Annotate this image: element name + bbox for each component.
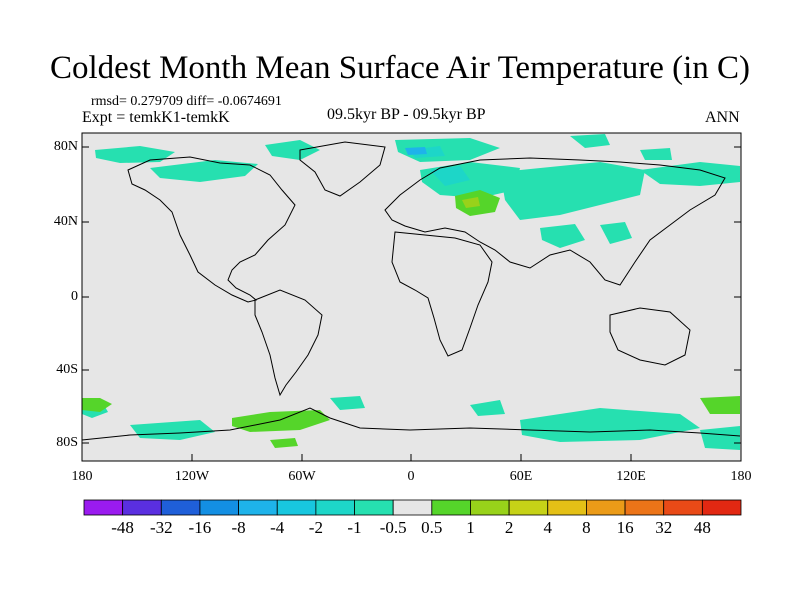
- colorbar-swatch: [122, 499, 162, 516]
- anomaly-patch: [520, 408, 700, 442]
- anomaly-patch: [130, 420, 215, 440]
- colorbar-swatch: [238, 499, 278, 516]
- colorbar-label: 1: [466, 518, 475, 537]
- colorbar-swatch: [701, 499, 742, 516]
- colorbar-swatch: [315, 499, 355, 516]
- colorbar-swatch: [160, 499, 201, 516]
- lat-label: 40S: [56, 362, 78, 377]
- anomaly-patch: [700, 426, 740, 450]
- anomaly-patch: [150, 160, 258, 182]
- coastline-africa: [391, 231, 493, 357]
- colorbar-label: -8: [231, 518, 246, 537]
- coastlines: [81, 141, 741, 441]
- lon-label: 60W: [288, 469, 316, 484]
- anomaly-patch: [330, 396, 365, 410]
- colorbar-swatch: [470, 499, 510, 516]
- colorbar-swatch: [354, 499, 394, 516]
- anomaly-patch: [600, 222, 632, 244]
- colorbar-label: -16: [188, 518, 212, 537]
- axis-ticks: [82, 146, 741, 461]
- experiment-label: Expt = temkK1-temkK: [82, 109, 230, 126]
- lon-label: 120E: [616, 469, 646, 484]
- colorbar-swatch: [586, 499, 626, 516]
- colorbar-label: 0.5: [421, 518, 443, 537]
- lat-label: 80N: [53, 139, 78, 154]
- lon-label: 60E: [509, 469, 533, 484]
- anomaly-patch: [700, 396, 740, 414]
- cool-anomaly-patches: [82, 134, 740, 450]
- stats-label: rmsd= 0.279709 diff= -0.0674691: [91, 94, 282, 109]
- anomaly-patch: [82, 398, 112, 412]
- lat-label: 80S: [56, 435, 78, 450]
- lon-label: 120W: [174, 469, 210, 484]
- colorbar-label: -4: [270, 518, 285, 537]
- anomaly-patch: [500, 162, 645, 220]
- anomaly-patch: [405, 147, 427, 155]
- colorbar-label: 8: [582, 518, 591, 537]
- coastline-south-america: [254, 289, 323, 397]
- colorbar-swatch: [83, 499, 124, 516]
- anomaly-patch: [270, 438, 298, 448]
- colorbar-label: -0.5: [379, 518, 407, 537]
- colorbar-swatch: [276, 499, 317, 516]
- coastline-australia: [609, 307, 691, 366]
- lon-label: 180: [71, 469, 93, 484]
- colorbar-label: 48: [693, 518, 711, 537]
- colorbar-swatch: [547, 499, 587, 516]
- anomaly-patch: [232, 410, 330, 432]
- lon-label: 180: [730, 469, 752, 484]
- anomaly-patch: [640, 148, 672, 160]
- coastline-north-america: [127, 156, 296, 303]
- colorbar-label: 2: [504, 518, 514, 537]
- colorbar-swatch: [431, 499, 471, 516]
- colorbar: [83, 499, 742, 516]
- anomaly-patch: [95, 146, 175, 163]
- anomaly-patch: [430, 166, 470, 186]
- anomaly-patch: [640, 162, 740, 186]
- coastline-eurasia: [384, 157, 726, 286]
- anomaly-patch: [265, 140, 320, 160]
- colorbar-swatch: [199, 499, 239, 516]
- period-label: 09.5kyr BP - 09.5kyr BP: [327, 106, 486, 123]
- colorbar-label: -32: [149, 518, 173, 537]
- colorbar-label: -1: [347, 518, 362, 537]
- colorbar-swatch: [663, 499, 703, 516]
- anomaly-patch: [570, 134, 610, 148]
- lat-label: 0: [71, 289, 78, 304]
- colorbar-label: -48: [111, 518, 134, 537]
- season-label: ANN: [705, 109, 740, 126]
- warm-anomaly-patches: [82, 190, 740, 448]
- colorbar-swatch: [508, 499, 549, 516]
- colorbar-label: 32: [655, 518, 673, 537]
- colorbar-label: -2: [308, 518, 323, 537]
- colorbar-swatch: [624, 499, 665, 516]
- anomaly-patch: [540, 224, 585, 248]
- lon-label: 0: [407, 469, 415, 484]
- map-title: Coldest Month Mean Surface Air Temperatu…: [50, 50, 750, 86]
- anomaly-patch: [470, 400, 505, 416]
- lat-label: 40N: [53, 214, 78, 229]
- coastline-antarctica: [81, 407, 741, 441]
- anomaly-patch: [462, 197, 480, 208]
- colorbar-label: 4: [543, 518, 553, 537]
- colorbar-label: 16: [616, 518, 634, 537]
- colorbar-swatch: [392, 499, 433, 516]
- coastline-greenland: [299, 141, 386, 197]
